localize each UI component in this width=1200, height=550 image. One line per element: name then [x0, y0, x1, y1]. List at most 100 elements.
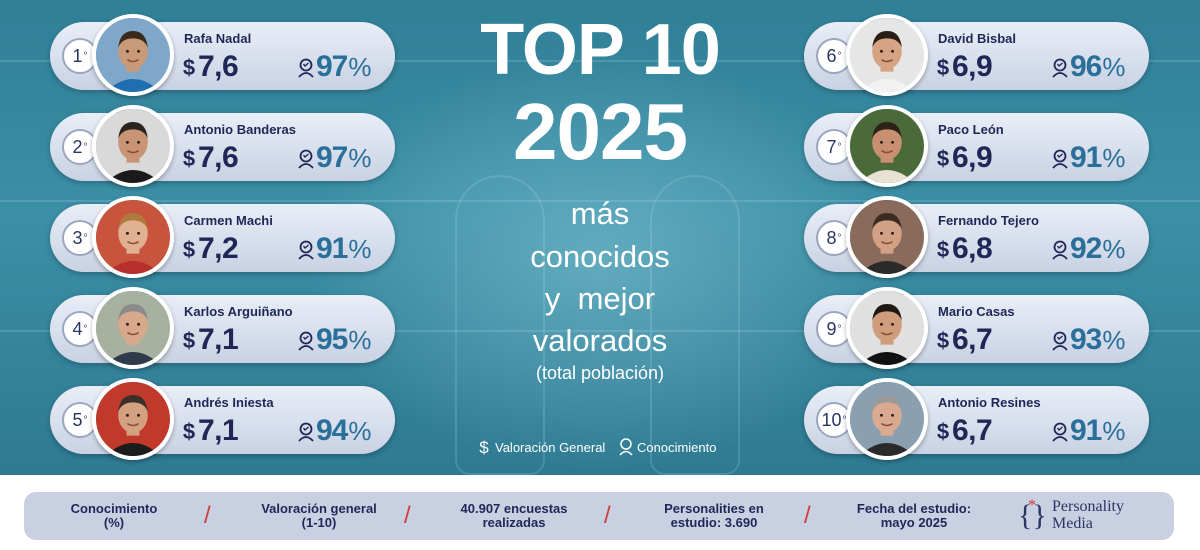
brain-person-icon	[298, 331, 314, 351]
rank-badge: 7 °	[816, 129, 852, 165]
person-photo	[92, 14, 174, 96]
subtitle-line: y mejor	[544, 281, 656, 316]
footer-surveys: 40.907 encuestas realizadas	[460, 501, 568, 530]
brain-person-icon	[619, 438, 633, 456]
person-card: 3 ° Carmen Machi $7,2 91%	[50, 196, 395, 278]
svg-text:$: $	[479, 438, 489, 456]
person-photo	[846, 105, 928, 187]
knowledge-value: 91%	[1070, 141, 1126, 174]
person-photo	[92, 105, 174, 187]
knowledge-value: 97%	[316, 141, 372, 174]
rating-value: 7,6	[198, 141, 239, 174]
title-year: 2025	[513, 87, 688, 176]
subtitle-line: valorados	[532, 323, 668, 358]
person-card: 10 ° Antonio Resines $6,7 91%	[804, 378, 1149, 460]
knowledge-value: 97%	[316, 50, 372, 83]
person-photo	[92, 196, 174, 278]
brain-person-icon	[298, 240, 314, 260]
footer-separator: /	[604, 502, 611, 529]
knowledge-value: 93%	[1070, 323, 1126, 356]
footer-rating: Valoración general (1-10)	[261, 501, 377, 530]
person-name: David Bisbal	[938, 31, 1017, 46]
person-card: 7 ° Paco León $6,9 91%	[804, 105, 1149, 187]
dollar-icon: $	[936, 328, 950, 353]
dollar-icon: $	[182, 237, 196, 262]
footer-separator: /	[404, 502, 411, 529]
rating-value: 6,9	[952, 141, 993, 174]
infographic-stage: TOP 10 2025 más conocidos y mejor valora…	[0, 0, 1200, 475]
person-card: 8 ° Fernando Tejero $6,8 92%	[804, 196, 1149, 278]
footer-personalities: Personalities en estudio: 3.690	[664, 501, 764, 530]
dollar-icon: $	[936, 237, 950, 262]
subtitle-line: (total población)	[535, 363, 665, 383]
person-name: Carmen Machi	[184, 213, 273, 228]
person-card: 6 ° David Bisbal $6,9 96%	[804, 14, 1149, 96]
dollar-icon: $	[936, 146, 950, 171]
dollar-icon: $	[936, 55, 950, 80]
person-name: Rafa Nadal	[184, 31, 252, 46]
legend-knowledge-label: Conocimiento	[637, 439, 717, 455]
dollar-icon: $	[182, 419, 196, 444]
person-name: Fernando Tejero	[938, 213, 1039, 228]
brand-name: Media	[1052, 515, 1093, 532]
person-card: 5 ° Andrés Iniesta $7,1 94%	[50, 378, 395, 460]
footer-separator: /	[804, 502, 811, 529]
braces-logo-icon: {} *	[1018, 497, 1047, 532]
person-name: Mario Casas	[938, 304, 1015, 319]
legend-rating: $ Valoración General	[476, 436, 605, 458]
brain-person-icon	[1052, 149, 1068, 169]
person-card: 2 ° Antonio Banderas $7,6 97%	[50, 105, 395, 187]
person-photo	[846, 196, 928, 278]
dollar-icon: $	[182, 146, 196, 171]
brain-person-icon	[1052, 422, 1068, 442]
person-card: 4 ° Karlos Arguiñano $7,1 95%	[50, 287, 395, 369]
person-name: Andrés Iniesta	[184, 395, 274, 410]
brain-person-icon	[1052, 58, 1068, 78]
dollar-icon: $	[182, 55, 196, 80]
rating-value: 7,2	[198, 232, 239, 265]
knowledge-value: 91%	[316, 232, 372, 265]
person-name: Antonio Resines	[938, 395, 1041, 410]
brand-name: Personality	[1052, 498, 1124, 516]
rating-value: 6,7	[952, 323, 993, 356]
person-name: Karlos Arguiñano	[184, 304, 293, 319]
rating-value: 6,8	[952, 232, 993, 265]
knowledge-value: 94%	[316, 414, 372, 447]
brain-person-icon	[298, 58, 314, 78]
brand-logo: {} * Personality Media	[1018, 496, 1168, 536]
legend-rating-label: Valoración General	[495, 439, 606, 455]
person-photo	[846, 14, 928, 96]
knowledge-value: 96%	[1070, 50, 1126, 83]
dollar-icon: $	[936, 419, 950, 444]
footer-bar: Conocimiento (%) / Valoración general (1-1…	[24, 492, 1174, 540]
rank-badge: 9 °	[816, 311, 852, 347]
footer-separator: /	[204, 502, 211, 529]
brain-person-icon	[1052, 331, 1068, 351]
legend-knowledge: Conocimiento	[618, 436, 717, 458]
title-top10: TOP 10	[480, 10, 721, 90]
footer-knowledge: Conocimiento (%)	[70, 501, 158, 530]
dollar-icon: $	[182, 328, 196, 353]
brain-person-icon	[1052, 240, 1068, 260]
knowledge-value: 92%	[1070, 232, 1126, 265]
knowledge-value: 91%	[1070, 414, 1126, 447]
subtitle-line: más	[570, 196, 630, 231]
rating-value: 7,6	[198, 50, 239, 83]
knowledge-value: 95%	[316, 323, 372, 356]
rating-value: 7,1	[198, 414, 239, 447]
footer-date: Fecha del estudio: mayo 2025	[856, 501, 972, 530]
person-photo	[92, 378, 174, 460]
brain-person-icon	[298, 422, 314, 442]
dollar-icon: $	[479, 438, 489, 456]
brain-person-icon	[298, 149, 314, 169]
person-photo	[846, 287, 928, 369]
person-photo	[92, 287, 174, 369]
subtitle-line: conocidos	[530, 239, 670, 274]
rating-value: 6,9	[952, 50, 993, 83]
person-name: Antonio Banderas	[184, 122, 296, 137]
rating-value: 6,7	[952, 414, 993, 447]
person-card: 9 ° Mario Casas $6,7 93%	[804, 287, 1149, 369]
person-photo	[846, 378, 928, 460]
person-name: Paco León	[938, 122, 1004, 137]
rating-value: 7,1	[198, 323, 239, 356]
